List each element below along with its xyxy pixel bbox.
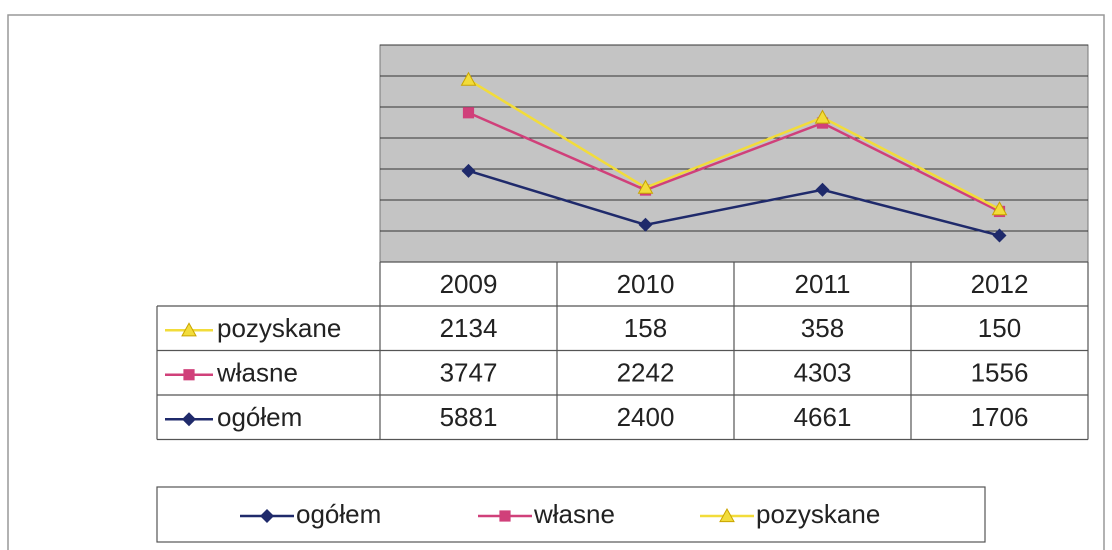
x-tick-label: 2010 (617, 269, 675, 299)
table-value: 5881 (440, 402, 498, 432)
marker (637, 179, 654, 194)
row-label: pozyskane (217, 313, 341, 343)
legend-label: pozyskane (756, 499, 880, 529)
marker (461, 163, 476, 178)
legend (156, 486, 986, 543)
marker (638, 217, 653, 232)
table-value: 158 (624, 313, 667, 343)
table-value: 358 (801, 313, 844, 343)
table-value: 4661 (794, 402, 852, 432)
marker (814, 109, 831, 124)
marker (991, 201, 1008, 216)
row-label: ogółem (217, 402, 302, 432)
marker (462, 107, 475, 119)
marker (460, 71, 477, 86)
table-value: 2242 (617, 358, 675, 388)
table-value: 2400 (617, 402, 675, 432)
marker (719, 507, 735, 523)
marker (815, 182, 830, 197)
marker (183, 369, 195, 381)
table-value: 1706 (971, 402, 1029, 432)
x-tick-label: 2012 (971, 269, 1029, 299)
row-label: własne (216, 358, 298, 388)
table-value: 1556 (971, 358, 1029, 388)
series-line (468, 169, 1000, 237)
series-line (467, 111, 1001, 213)
table-value: 150 (978, 313, 1021, 343)
marker (181, 322, 197, 337)
series-line (467, 78, 1001, 211)
table-value: 3747 (440, 358, 498, 388)
x-tick-label: 2009 (440, 269, 498, 299)
marker (992, 228, 1007, 243)
legend-label: ogółem (296, 499, 381, 529)
marker (260, 509, 274, 523)
x-tick-label: 2011 (795, 269, 851, 299)
table-value: 4303 (794, 358, 852, 388)
legend-label: własne (533, 499, 615, 529)
table-value: 2134 (440, 313, 498, 343)
marker (499, 510, 511, 522)
marker (182, 412, 196, 427)
